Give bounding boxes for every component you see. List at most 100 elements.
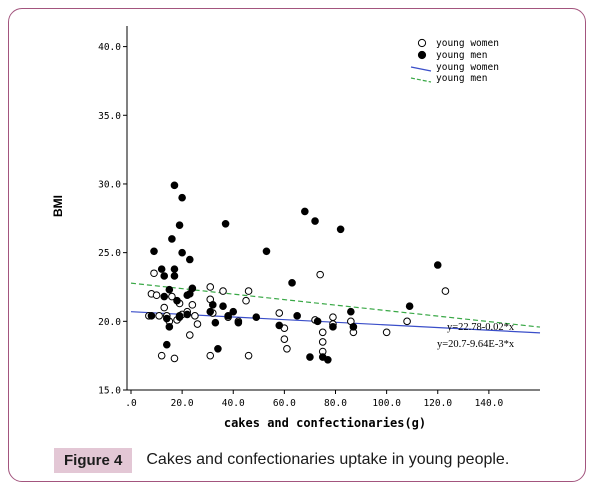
x-tick-label: .0 xyxy=(125,398,137,409)
x-axis-label: cakes and confectionaries(g) xyxy=(224,416,426,430)
data-point-young-women xyxy=(382,328,391,337)
data-point-young-men xyxy=(219,302,227,311)
data-point-young-men xyxy=(288,279,296,287)
fit-label-young-women: y=20.7-9.64E-3*x xyxy=(437,339,515,350)
data-point-young-men xyxy=(301,207,309,216)
y-axis-ticks: 15.0 20.0 25.0 30.0 35.0 40.0 xyxy=(98,42,127,397)
y-tick-label: 40.0 xyxy=(98,42,121,53)
data-point-young-men xyxy=(329,323,337,331)
x-tick-label: 140.0 xyxy=(475,398,504,409)
legend-label: young women xyxy=(436,38,499,49)
y-tick-label: 25.0 xyxy=(98,248,121,259)
data-point-young-women xyxy=(219,287,227,295)
x-tick-label: 20.0 xyxy=(171,398,194,409)
fit-line-labels: y=20.7-9.64E-3*x y=22.78-0.02*x xyxy=(437,322,515,350)
figure-frame xyxy=(8,8,586,482)
legend-label: young women xyxy=(436,62,499,73)
data-point-young-men xyxy=(262,247,271,256)
data-point-young-men xyxy=(234,318,243,327)
data-point-young-women xyxy=(403,317,411,326)
data-point-young-men xyxy=(313,317,322,326)
data-point-young-women xyxy=(168,292,176,301)
data-point-young-men xyxy=(170,272,179,280)
data-point-young-men xyxy=(183,310,192,319)
data-point-young-men xyxy=(214,344,222,353)
data-point-young-men xyxy=(157,265,166,273)
data-point-young-women xyxy=(193,320,202,328)
legend-line-young-women xyxy=(410,66,432,72)
data-point-young-men xyxy=(252,313,261,322)
data-point-young-men xyxy=(162,314,171,323)
data-point-young-women xyxy=(316,270,324,279)
data-point-young-women xyxy=(283,344,291,353)
data-point-young-men xyxy=(229,307,238,316)
data-point-young-men xyxy=(175,313,184,322)
data-point-young-men xyxy=(170,265,179,273)
legend-marker-young-men xyxy=(417,50,427,60)
data-point-young-men xyxy=(178,248,186,257)
data-point-young-men xyxy=(336,225,345,234)
data-point-young-men xyxy=(275,321,284,330)
data-point-young-men xyxy=(170,181,179,190)
x-tick-label: 60.0 xyxy=(273,398,296,409)
figure-caption: Figure 4 Cakes and confectionaries uptak… xyxy=(54,446,509,474)
data-point-young-men xyxy=(221,219,230,228)
data-point-young-women xyxy=(185,331,194,339)
data-point-young-women xyxy=(206,283,215,291)
data-point-young-men xyxy=(147,312,156,320)
data-point-young-women xyxy=(206,351,215,360)
data-point-young-women xyxy=(318,338,327,346)
data-point-young-men xyxy=(162,340,171,349)
data-point-young-women xyxy=(275,309,284,317)
data-point-young-men xyxy=(173,296,181,305)
data-point-young-women xyxy=(244,287,253,295)
data-point-young-men xyxy=(306,353,314,361)
y-tick-label: 20.0 xyxy=(98,317,121,328)
data-point-young-women xyxy=(318,328,327,337)
fit-line-young-men xyxy=(130,282,541,328)
data-point-young-men xyxy=(168,235,176,243)
data-point-young-men xyxy=(165,323,174,331)
data-point-young-women xyxy=(150,269,158,278)
legend-line-young-men xyxy=(410,77,432,83)
x-tick-label: 100.0 xyxy=(372,398,401,409)
data-point-young-men xyxy=(209,301,217,309)
data-point-young-women xyxy=(191,312,199,320)
data-point-young-women xyxy=(152,291,161,300)
y-axis-label: BMI xyxy=(51,195,65,217)
legend-label: young men xyxy=(436,50,487,61)
data-point-young-women xyxy=(188,301,197,309)
x-axis-ticks: .0 20.0 40.0 60.0 80.0 100.0 120.0 140.0 xyxy=(125,390,503,409)
figure-caption-text: Cakes and confectionaries uptake in youn… xyxy=(146,451,510,468)
data-point-young-men xyxy=(160,292,169,301)
data-point-young-women xyxy=(157,351,166,360)
figure-number: Figure 4 xyxy=(54,447,133,473)
data-point-young-men xyxy=(150,247,158,256)
bmi-scatter-chart: 15.0 20.0 25.0 30.0 35.0 40.0 .0 20.0 40.0 60.0 8… xyxy=(51,26,541,430)
fit-label-young-men: y=22.78-0.02*x xyxy=(447,322,515,333)
data-point-young-men xyxy=(188,284,197,293)
data-point-young-women xyxy=(155,312,163,320)
legend-label: young men xyxy=(436,73,487,84)
data-point-young-men xyxy=(178,193,186,202)
data-point-young-men xyxy=(433,261,442,269)
data-point-young-men xyxy=(185,255,194,264)
x-tick-label: 40.0 xyxy=(222,398,245,409)
legend-marker-young-women xyxy=(417,38,427,48)
data-point-young-men xyxy=(211,318,220,327)
data-point-young-men xyxy=(311,217,319,225)
data-point-young-men xyxy=(224,312,232,320)
y-tick-label: 30.0 xyxy=(98,179,121,190)
data-point-young-women xyxy=(170,354,179,363)
data-point-young-men xyxy=(347,307,355,316)
data-point-young-women xyxy=(280,335,289,343)
data-point-young-men xyxy=(175,221,184,229)
data-point-young-men xyxy=(165,285,174,294)
plot-area xyxy=(130,181,541,364)
x-tick-label: 80.0 xyxy=(324,398,347,409)
data-point-young-men xyxy=(405,302,414,311)
y-tick-label: 35.0 xyxy=(98,111,121,122)
y-tick-label: 15.0 xyxy=(98,386,121,397)
data-point-young-men xyxy=(349,323,358,331)
